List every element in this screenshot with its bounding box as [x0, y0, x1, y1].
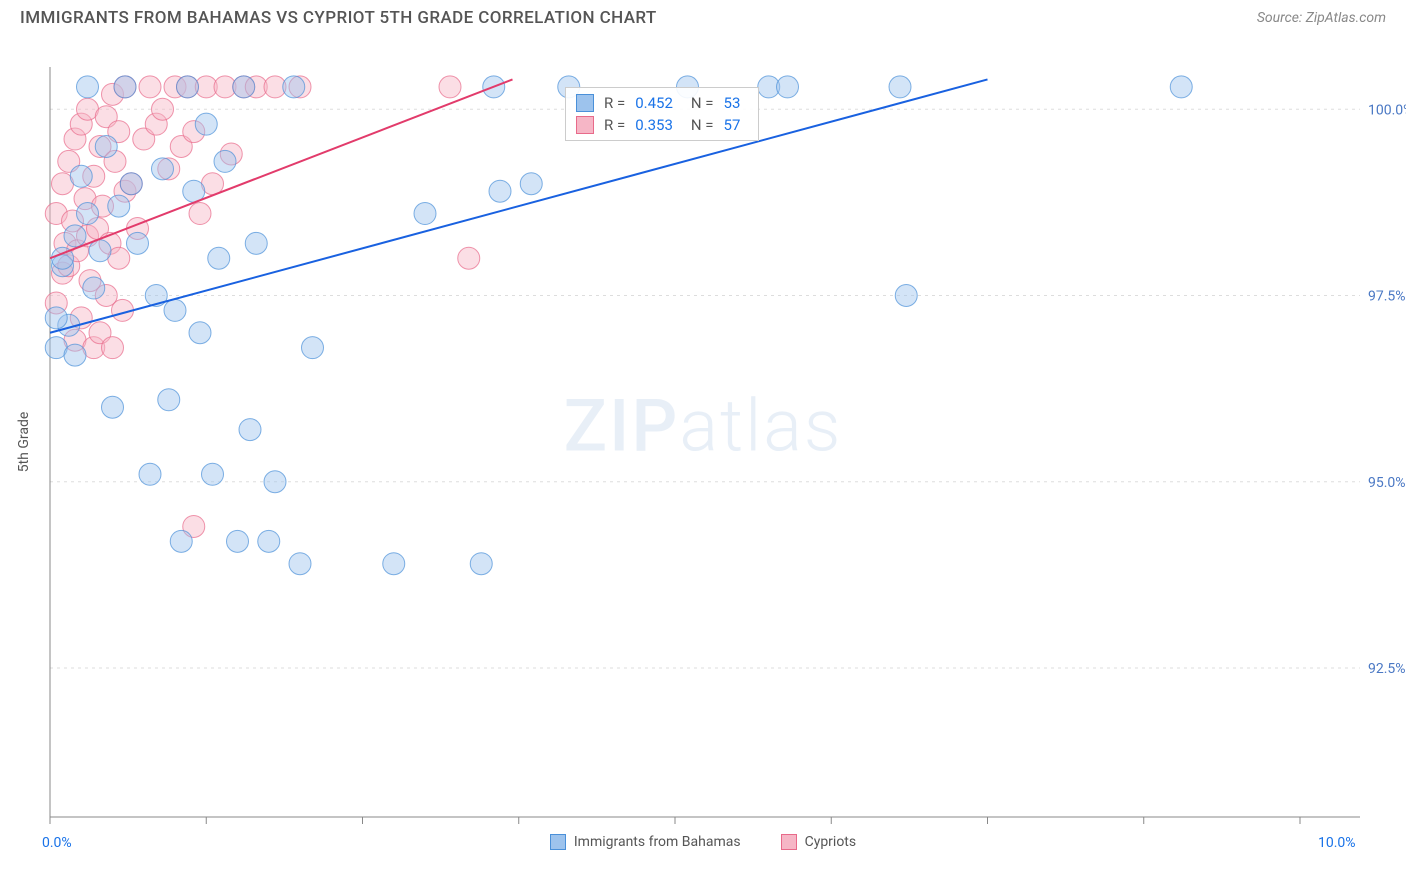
y-axis-label: 5th Grade: [16, 412, 32, 473]
stat-n-value: 57: [724, 116, 741, 134]
stats-legend-box: R = 0.452 N = 53 R = 0.353 N = 57: [565, 87, 759, 141]
legend-item-cypriots: Cypriots: [781, 834, 857, 850]
legend-label-bahamas: Immigrants from Bahamas: [574, 834, 741, 850]
stat-r-value: 0.452: [635, 94, 673, 112]
legend-item-bahamas: Immigrants from Bahamas: [550, 834, 741, 850]
x-axis-label-right: 10.0%: [1318, 835, 1356, 851]
stat-r-label: R =: [604, 94, 625, 112]
svg-text:95.0%: 95.0%: [1368, 475, 1406, 491]
stat-n-label: N =: [691, 116, 714, 134]
stats-swatch: [576, 116, 594, 134]
x-axis-label-left: 0.0%: [42, 835, 72, 851]
footer-legend: Immigrants from Bahamas Cypriots: [0, 834, 1406, 850]
stats-row: R = 0.452 N = 53: [576, 92, 748, 114]
svg-text:100.0%: 100.0%: [1368, 102, 1406, 118]
stat-n-value: 53: [724, 94, 741, 112]
chart-area: 5th Grade 92.5%95.0%97.5%100.0% ZIPatlas…: [0, 32, 1406, 852]
scatter-plot-svg: 92.5% 95.0% 97.5% 100.0%: [0, 32, 1406, 852]
stats-row: R = 0.353 N = 57: [576, 114, 748, 136]
source-label: Source: ZipAtlas.com: [1257, 10, 1386, 26]
legend-swatch-bahamas: [550, 834, 566, 850]
stat-n-label: N =: [691, 94, 714, 112]
svg-text:92.5%: 92.5%: [1368, 661, 1406, 677]
svg-text:97.5%: 97.5%: [1368, 289, 1406, 305]
legend-label-cypriots: Cypriots: [805, 834, 857, 850]
stat-r-label: R =: [604, 116, 625, 134]
chart-title: IMMIGRANTS FROM BAHAMAS VS CYPRIOT 5TH G…: [20, 8, 657, 28]
legend-swatch-cypriots: [781, 834, 797, 850]
stats-swatch: [576, 94, 594, 112]
stat-r-value: 0.353: [635, 116, 673, 134]
